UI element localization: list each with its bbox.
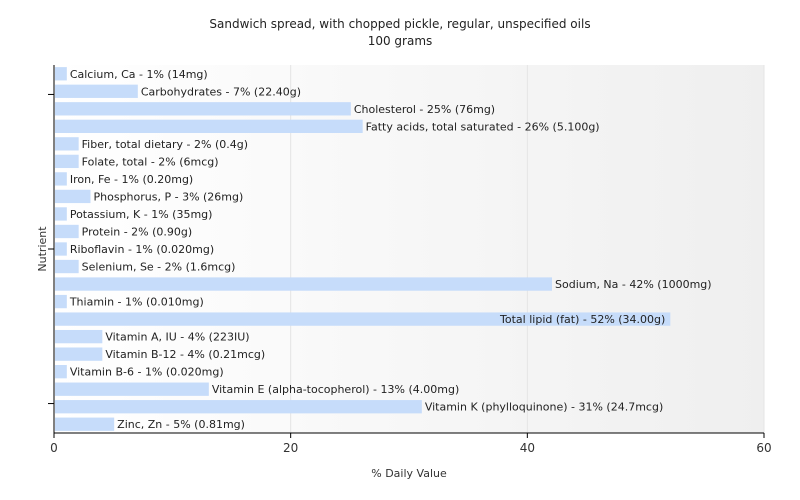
bar-label: Folate, total - 2% (6mcg) xyxy=(82,155,219,168)
bar-label: Carbohydrates - 7% (22.40g) xyxy=(141,85,301,98)
bar xyxy=(55,172,67,186)
chart-subtitle: 100 grams xyxy=(368,34,433,48)
bar xyxy=(55,277,552,291)
y-axis-label: Nutrient xyxy=(36,226,49,272)
bar-label: Calcium, Ca - 1% (14mg) xyxy=(70,68,208,81)
bar xyxy=(55,329,103,344)
bar xyxy=(55,242,67,256)
bar-label: Vitamin E (alpha-tocopherol) - 13% (4.00… xyxy=(212,383,459,396)
bar-label: Sodium, Na - 42% (1000mg) xyxy=(555,278,712,291)
bar xyxy=(55,154,79,169)
bar-label: Phosphorus, P - 3% (26mg) xyxy=(94,190,244,203)
bar-label: Iron, Fe - 1% (0.20mg) xyxy=(70,173,193,186)
x-tick-label: 40 xyxy=(520,441,535,455)
bar xyxy=(55,207,67,221)
bar xyxy=(55,84,138,98)
bar xyxy=(55,417,115,431)
bar-label: Potassium, K - 1% (35mg) xyxy=(70,208,213,221)
bar-label: Riboflavin - 1% (0.020mg) xyxy=(70,243,214,256)
bar xyxy=(55,347,103,361)
bar-label: Vitamin K (phylloquinone) - 31% (24.7mcg… xyxy=(425,401,663,414)
bar-label: Vitamin B-6 - 1% (0.020mg) xyxy=(70,366,224,379)
bar xyxy=(55,67,67,81)
x-tick-label: 20 xyxy=(283,441,298,455)
bar xyxy=(55,400,422,414)
bar-label: Fiber, total dietary - 2% (0.4g) xyxy=(82,138,248,151)
bars-group: Calcium, Ca - 1% (14mg) Carbohydrates - 7… xyxy=(55,67,712,431)
bar-label: Protein - 2% (0.90g) xyxy=(82,225,193,238)
bar xyxy=(55,259,79,274)
bar xyxy=(55,294,67,309)
bar-label: Thiamin - 1% (0.010mg) xyxy=(69,296,204,309)
bar xyxy=(55,102,351,116)
x-axis-label: % Daily Value xyxy=(371,467,447,480)
bar-label: Zinc, Zn - 5% (0.81mg) xyxy=(117,418,245,431)
bar xyxy=(55,224,79,239)
bar-label: Vitamin A, IU - 4% (223IU) xyxy=(105,331,249,344)
bar xyxy=(55,382,209,396)
bar xyxy=(55,365,67,379)
bar-label: Selenium, Se - 2% (1.6mcg) xyxy=(82,261,236,274)
bar xyxy=(55,189,91,204)
chart-title: Sandwich spread, with chopped pickle, re… xyxy=(209,17,590,31)
axes-group: 0 20 40 60 xyxy=(48,65,772,455)
bar-label: Total lipid (fat) - 52% (34.00g) xyxy=(499,313,665,326)
bar-label: Cholesterol - 25% (76mg) xyxy=(354,103,495,116)
bar xyxy=(55,119,363,133)
x-tick-label: 0 xyxy=(50,441,58,455)
bar-label: Vitamin B-12 - 4% (0.21mcg) xyxy=(105,348,265,361)
bar-label: Fatty acids, total saturated - 26% (5.10… xyxy=(366,120,600,133)
bar xyxy=(55,137,79,151)
x-tick-label: 60 xyxy=(756,441,771,455)
bar xyxy=(55,312,671,326)
